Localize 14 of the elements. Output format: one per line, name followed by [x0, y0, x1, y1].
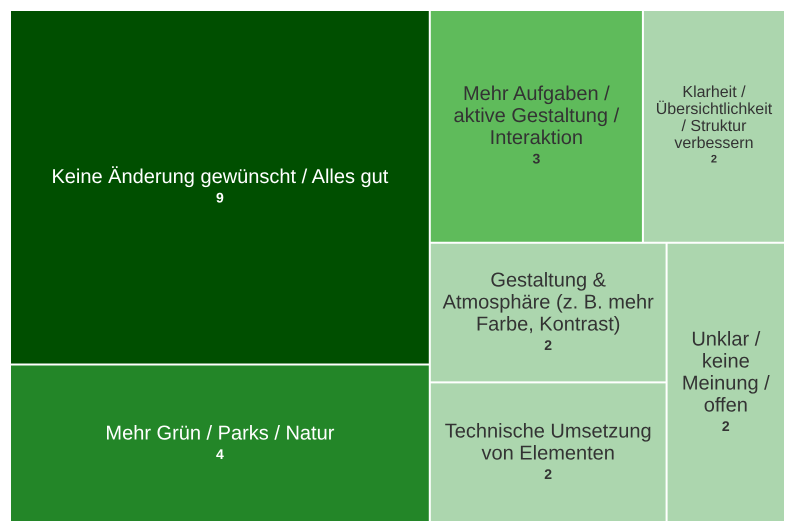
data-label: 2	[544, 466, 552, 482]
data-label: 2	[544, 337, 552, 354]
data-label: 3	[532, 150, 540, 166]
category-label: Technische Umsetzung von Elementen	[444, 420, 652, 464]
category-label: Gestaltung & Atmosphäre (z. B. mehr Farbe, Kontrast)	[442, 270, 654, 336]
category-label: Klarheit / Übersichtlichkeit / Struktur verbessern	[656, 84, 773, 152]
data-label: 9	[216, 190, 224, 206]
data-label: 2	[722, 418, 730, 434]
category-label: Keine Änderung gewünscht / Alles gut	[51, 166, 389, 188]
category-label: Unklar / keine Meinung / offen	[682, 328, 770, 417]
category-label: Mehr Grün / Parks / Natur	[105, 422, 335, 444]
data-label: 2	[710, 154, 718, 166]
data-label: 4	[216, 446, 224, 462]
category-label: Mehr Aufgaben / aktive Gestaltung / Interaktion	[454, 83, 620, 149]
